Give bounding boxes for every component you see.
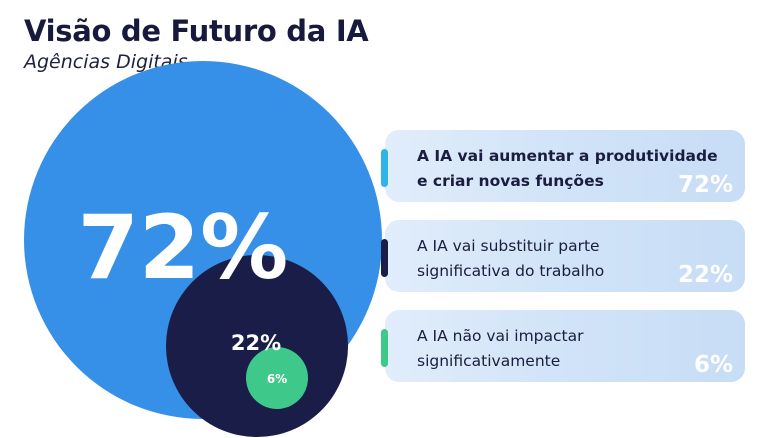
legend-accent-bar [381,239,388,277]
label-22: 22% [231,331,281,355]
legend-card-line: significativa do trabalho [417,262,605,280]
legend-card-line: significativamente [417,352,561,370]
legend-card-percent: 6% [693,352,733,378]
legend-card-text: A IA vai substituir parte significativa … [417,234,727,284]
legend-card-line: A IA vai aumentar a produtividade [417,147,718,165]
legend-accent-bar [381,329,388,367]
legend-card-percent: 22% [677,262,733,288]
legend-card-line: A IA não vai impactar [417,327,584,345]
legend-card-text: A IA não vai impactar significativamente [417,324,727,374]
legend-card-text: A IA vai aumentar a produtividade e cria… [417,144,727,194]
chart-title: Visão de Futuro da IA [24,14,369,48]
legend-card-percent: 72% [677,172,733,198]
legend-card-productivity: A IA vai aumentar a produtividade e cria… [381,130,745,202]
legend-card-no-impact: A IA não vai impactar significativamente… [381,310,745,382]
bubble-6 [245,346,309,410]
label-6: 6% [267,372,287,386]
legend-card-line: A IA vai substituir parte [417,237,600,255]
label-72: 72% [78,196,289,299]
chart-subtitle: Agências Digitais [24,51,188,73]
legend-card-replacement: A IA vai substituir parte significativa … [381,220,745,292]
legend-card-line: e criar novas funções [417,172,604,190]
bubble-chart: 72% 22% 6% [24,61,382,438]
legend-accent-bar [381,149,388,187]
